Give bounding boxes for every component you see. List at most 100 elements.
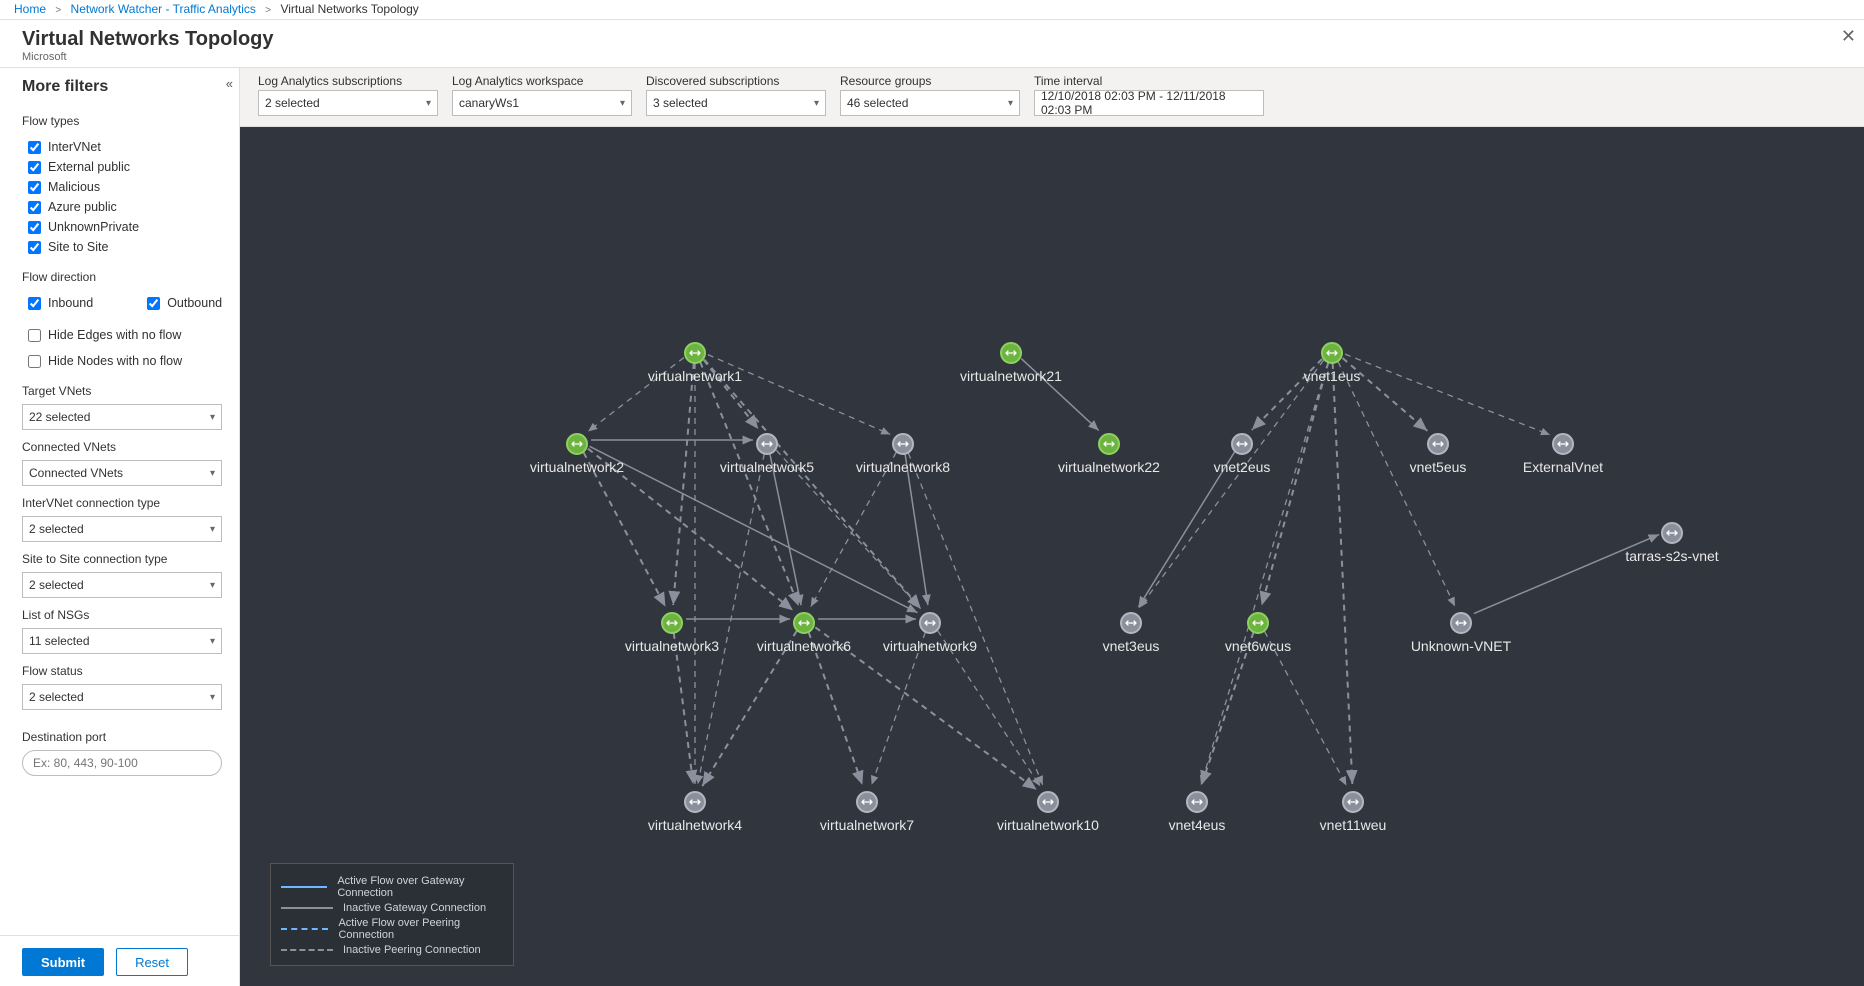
page-title: Virtual Networks Topology (22, 28, 1850, 51)
dropdown-value: 2 selected (29, 690, 84, 704)
chevron-down-icon: ▾ (1008, 98, 1013, 109)
flow-type-checkbox[interactable]: InterVNet (28, 140, 229, 154)
vnet-node-icon[interactable] (1037, 791, 1059, 813)
vnet-node-icon[interactable] (892, 433, 914, 455)
top-filter-label: Log Analytics subscriptions (258, 74, 438, 88)
sidebar-drop-heading: Connected VNets (22, 440, 229, 454)
vnet-node-icon[interactable] (1098, 433, 1120, 455)
vnet-node-icon[interactable] (1427, 433, 1449, 455)
top-filter-dropdown[interactable]: 46 selected▾ (840, 90, 1020, 116)
flow-dir-checkbox[interactable]: Outbound (147, 296, 222, 310)
vnet-node-icon[interactable] (1000, 342, 1022, 364)
chevron-down-icon: ▾ (210, 468, 215, 479)
chevron-down-icon: ▾ (210, 636, 215, 647)
dropdown-value: 11 selected (29, 634, 90, 648)
flow-type-checkbox[interactable]: UnknownPrivate (28, 220, 229, 234)
collapse-icon[interactable]: « (226, 76, 233, 91)
legend-label: Active Flow over Gateway Connection (337, 875, 503, 899)
breadcrumb-sep: > (55, 5, 61, 16)
vnet-node-icon[interactable] (793, 612, 815, 634)
flow-type-checkbox[interactable]: External public (28, 160, 229, 174)
flow-type-label: External public (48, 160, 130, 174)
sidebar-dropdown[interactable]: 2 selected ▾ (22, 684, 222, 710)
vnet-node-icon[interactable] (756, 433, 778, 455)
vnet-node-icon[interactable] (1342, 791, 1364, 813)
flow-type-checkbox[interactable]: Site to Site (28, 240, 229, 254)
vnet-node-icon[interactable] (1120, 612, 1142, 634)
submit-button[interactable]: Submit (22, 948, 104, 976)
flow-type-input[interactable] (28, 181, 41, 194)
vnet-node-icon[interactable] (856, 791, 878, 813)
flow-type-input[interactable] (28, 201, 41, 214)
vnet-node-icon[interactable] (684, 791, 706, 813)
chevron-down-icon: ▾ (210, 692, 215, 703)
flow-dir-input[interactable] (28, 297, 41, 310)
dropdown-value: 2 selected (265, 96, 320, 110)
dropdown-value: 2 selected (29, 578, 84, 592)
top-filter-dropdown[interactable]: 2 selected▾ (258, 90, 438, 116)
filters-sidebar: « More filters Flow types InterVNetExter… (0, 68, 240, 986)
top-filter-label: Resource groups (840, 74, 1020, 88)
sidebar-dropdown[interactable]: 2 selected ▾ (22, 572, 222, 598)
dropdown-value: Connected VNets (29, 466, 123, 480)
flow-type-input[interactable] (28, 161, 41, 174)
vnet-node-icon[interactable] (566, 433, 588, 455)
vnet-node-icon[interactable] (1231, 433, 1253, 455)
vnet-node-icon[interactable] (1552, 433, 1574, 455)
vnet-node-icon[interactable] (1321, 342, 1343, 364)
top-filter-label: Time interval (1034, 74, 1264, 88)
legend-label: Inactive Gateway Connection (343, 902, 486, 914)
sidebar-dropdown[interactable]: Connected VNets ▾ (22, 460, 222, 486)
top-filter: Log Analytics workspacecanaryWs1▾ (452, 74, 632, 116)
flow-type-input[interactable] (28, 241, 41, 254)
top-filter-dropdown[interactable]: 3 selected▾ (646, 90, 826, 116)
vnet-node-icon[interactable] (919, 612, 941, 634)
flow-dir-input[interactable] (147, 297, 160, 310)
legend-line-icon (281, 928, 328, 930)
sidebar-dropdown[interactable]: 2 selected ▾ (22, 516, 222, 542)
dropdown-value: canaryWs1 (459, 96, 519, 110)
hide-edges-input[interactable] (28, 329, 41, 342)
reset-button[interactable]: Reset (116, 948, 188, 976)
top-filter-dropdown[interactable]: canaryWs1▾ (452, 90, 632, 116)
dest-port-input[interactable] (22, 750, 222, 776)
dropdown-value: 2 selected (29, 522, 84, 536)
flow-type-label: Malicious (48, 180, 100, 194)
flow-type-label: InterVNet (48, 140, 101, 154)
sidebar-drop-heading: Target VNets (22, 384, 229, 398)
top-filter-bar: Log Analytics subscriptions2 selected▾Lo… (240, 68, 1864, 127)
vnet-node-icon[interactable] (1661, 522, 1683, 544)
chevron-down-icon: ▾ (210, 580, 215, 591)
top-filter: Time interval 12/10/2018 02:03 PM - 12/11… (1034, 74, 1264, 116)
flow-type-input[interactable] (28, 221, 41, 234)
hide-edges-checkbox[interactable]: Hide Edges with no flow (28, 328, 229, 342)
chevron-down-icon: ▾ (210, 524, 215, 535)
flow-dir-checkbox[interactable]: Inbound (28, 296, 93, 310)
vnet-node-icon[interactable] (1186, 791, 1208, 813)
sidebar-drop-heading: Site to Site connection type (22, 552, 229, 566)
vnet-node-icon[interactable] (1247, 612, 1269, 634)
time-interval-box[interactable]: 12/10/2018 02:03 PM - 12/11/2018 02:03 P… (1034, 90, 1264, 116)
topology-canvas[interactable]: Active Flow over Gateway Connection Inact… (240, 127, 1864, 986)
legend-line-icon (281, 907, 333, 909)
sidebar-title: More filters (22, 78, 229, 96)
vnet-node-icon[interactable] (1450, 612, 1472, 634)
legend-row: Active Flow over Peering Connection (281, 917, 503, 941)
chevron-down-icon: ▾ (210, 412, 215, 423)
vnet-node-icon[interactable] (661, 612, 683, 634)
hide-nodes-checkbox[interactable]: Hide Nodes with no flow (28, 354, 229, 368)
breadcrumb-sep: > (265, 5, 271, 16)
sidebar-dropdown[interactable]: 22 selected▾ (22, 404, 222, 430)
close-icon[interactable]: ✕ (1841, 26, 1856, 47)
hide-nodes-input[interactable] (28, 355, 41, 368)
flow-type-checkbox[interactable]: Azure public (28, 200, 229, 214)
flow-type-input[interactable] (28, 141, 41, 154)
flow-type-checkbox[interactable]: Malicious (28, 180, 229, 194)
breadcrumb-watcher[interactable]: Network Watcher - Traffic Analytics (71, 2, 256, 16)
sidebar-dropdown[interactable]: 11 selected ▾ (22, 628, 222, 654)
vnet-node-icon[interactable] (684, 342, 706, 364)
chevron-down-icon: ▾ (814, 98, 819, 109)
breadcrumb-home[interactable]: Home (14, 2, 46, 16)
sidebar-drop-heading: InterVNet connection type (22, 496, 229, 510)
top-filter-label: Discovered subscriptions (646, 74, 826, 88)
